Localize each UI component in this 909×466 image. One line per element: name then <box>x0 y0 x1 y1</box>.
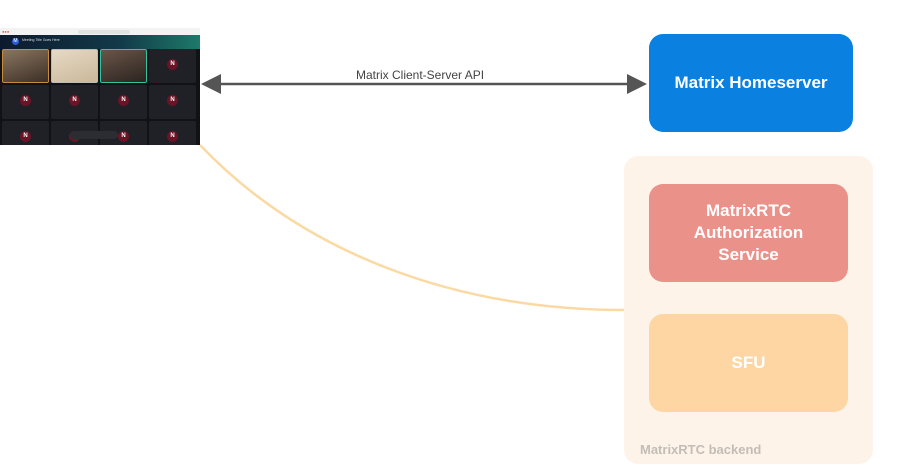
client-sfu-link <box>199 144 625 312</box>
avatar: N <box>118 95 129 106</box>
meeting-title: Meeting Title Goes Here <box>22 38 60 42</box>
window-controls-icon: ●●● <box>2 29 10 34</box>
video-tile: N <box>2 121 49 145</box>
video-tile: N <box>100 85 147 119</box>
video-tile: N <box>149 85 196 119</box>
avatar: N <box>20 131 31 142</box>
address-bar <box>78 29 130 34</box>
backend-group-label: MatrixRTC backend <box>640 442 762 457</box>
video-tile <box>2 49 49 83</box>
avatar: N <box>20 95 31 106</box>
video-tile: N <box>2 85 49 119</box>
client-screenshot: ●●● M Meeting Title Goes Here N N N N N … <box>0 28 200 145</box>
video-tile: N <box>149 121 196 145</box>
avatar: N <box>118 131 129 142</box>
video-tile: N <box>51 85 98 119</box>
authorization-service-node: MatrixRTC Authorization Service <box>649 184 848 282</box>
video-tile: N <box>149 49 196 83</box>
video-grid: N N N N N N N N N <box>2 49 196 145</box>
call-header <box>0 35 200 49</box>
authorization-service-label: MatrixRTC Authorization Service <box>693 201 804 264</box>
avatar: N <box>69 95 80 106</box>
matrix-homeserver-node: Matrix Homeserver <box>649 34 853 132</box>
video-tile <box>100 49 147 83</box>
room-avatar: M <box>12 38 19 45</box>
video-tile <box>51 49 98 83</box>
avatar: N <box>167 59 178 70</box>
avatar: N <box>167 131 178 142</box>
call-controls <box>70 131 118 139</box>
sfu-node: SFU <box>649 314 848 412</box>
browser-chrome: ●●● <box>0 28 200 35</box>
client-server-api-label: Matrix Client-Server API <box>356 68 485 82</box>
avatar: N <box>167 95 178 106</box>
